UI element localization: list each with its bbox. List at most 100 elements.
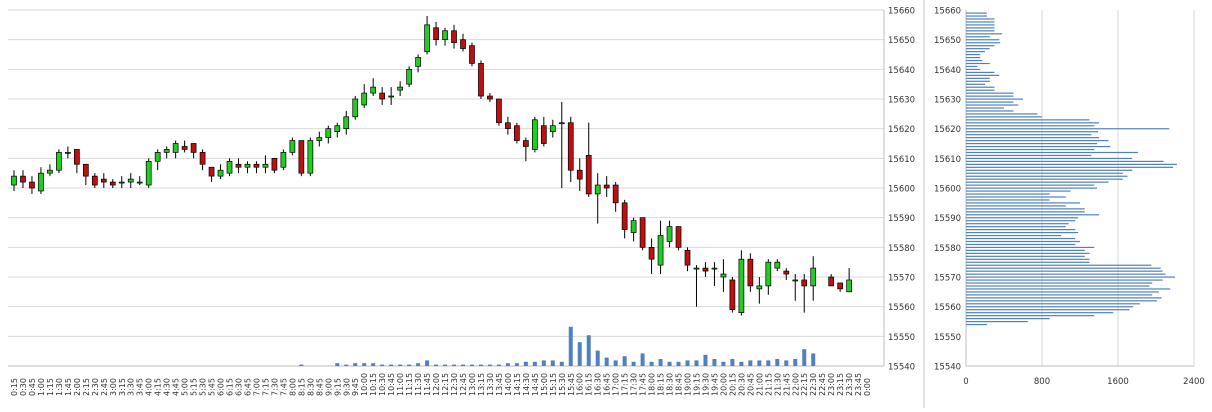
volume-bar: [721, 361, 726, 366]
profile-bar: [966, 77, 990, 79]
time-axis-label: 8:15: [297, 378, 306, 396]
time-axis-label: 16:45: [603, 373, 612, 396]
volume-bar: [811, 353, 816, 366]
candle-up: [262, 163, 269, 168]
candle-up: [226, 160, 233, 174]
volume-bar: [434, 364, 439, 366]
profile-bar: [966, 51, 985, 53]
profile-bar: [966, 288, 1171, 290]
profile-axis-label: 1600: [1107, 377, 1129, 387]
time-axis-label: 8:30: [306, 378, 315, 396]
time-axis-label: 4:15: [154, 378, 163, 396]
volume-bar: [784, 360, 789, 366]
time-axis-label: 20:15: [728, 373, 737, 396]
volume-bar: [371, 363, 376, 366]
profile-bar: [966, 95, 1014, 97]
volume-bar: [568, 326, 573, 366]
volume-bar: [487, 364, 492, 366]
time-axis-label: 23:00: [827, 373, 836, 396]
candle-down: [514, 125, 520, 141]
time-axis-label: 12:15: [441, 373, 450, 396]
time-axis-label: 11:15: [405, 373, 414, 396]
candle-up: [289, 140, 296, 153]
profile-bar: [966, 297, 1162, 299]
time-axis-label: 15:30: [558, 373, 567, 396]
price-axis-label: 15640: [888, 66, 915, 76]
candle-down: [648, 246, 655, 260]
candle-down: [478, 63, 484, 97]
profile-bar: [966, 89, 995, 91]
volume-bar: [595, 350, 600, 366]
time-axis-label: 5:15: [190, 378, 199, 396]
time-axis-label: 3:15: [118, 378, 127, 396]
candle-up: [145, 160, 152, 186]
profile-bar: [966, 184, 1095, 186]
profile-bar: [966, 282, 1153, 284]
profile-bar: [966, 131, 1099, 133]
candle-down: [82, 163, 89, 177]
time-axis-label: 22:45: [818, 373, 827, 396]
price-axis-label: 15540: [888, 363, 915, 373]
candle-down: [460, 39, 466, 49]
candle-up: [118, 181, 125, 184]
candle-up: [756, 285, 763, 290]
time-axis-label: 4:30: [163, 378, 172, 396]
profile-bar: [966, 33, 1003, 35]
time-axis-label: 8:00: [288, 378, 297, 396]
time-axis-label: 11:00: [396, 373, 405, 396]
candle-up: [47, 169, 53, 174]
time-axis-label: 16:00: [576, 373, 585, 396]
profile-bar: [966, 12, 987, 14]
price-axis-label: 15590: [888, 214, 915, 224]
profile-bar: [966, 83, 985, 85]
time-axis-label: 14:00: [504, 373, 513, 396]
time-axis-label: 6:45: [243, 378, 252, 396]
time-axis-label: 21:00: [755, 373, 764, 396]
volume-bar: [398, 364, 403, 366]
time-axis-label: 0:15: [10, 378, 19, 396]
profile-bar: [966, 151, 1138, 154]
time-axis-label: 12:45: [459, 373, 468, 396]
volume-bar: [389, 364, 394, 366]
volume-bar: [514, 363, 519, 366]
candle-up: [531, 119, 538, 150]
profile-bar: [966, 205, 1066, 207]
profile-bar: [966, 101, 1014, 103]
volume-bar: [452, 364, 457, 366]
profile-bar: [966, 285, 1150, 287]
profile-bar: [966, 306, 1134, 308]
time-axis-label: 23:15: [836, 373, 845, 396]
candle-down: [540, 125, 547, 144]
profile-bar: [966, 196, 1066, 198]
candle-down: [190, 143, 197, 153]
price-axis-label: 15610: [888, 155, 915, 165]
profile-bar: [966, 18, 995, 20]
candle-down: [100, 178, 107, 183]
profile-bar: [966, 252, 1090, 254]
profile-bar: [966, 258, 1090, 260]
volume-bar: [739, 361, 744, 366]
candle-down: [675, 226, 682, 248]
candle-up: [846, 279, 852, 293]
profile-bar: [966, 113, 1038, 115]
candle-down: [451, 30, 457, 43]
time-axis-label: 11:30: [414, 373, 423, 396]
profile-bar: [966, 145, 1111, 148]
profile-bar: [966, 36, 990, 38]
profile-bar: [966, 104, 1019, 106]
profile-bar: [966, 107, 1004, 109]
profile-price-label: 15600: [934, 185, 961, 195]
time-axis-label: 2:15: [82, 378, 91, 396]
time-axis-label: 22:30: [809, 373, 818, 396]
volume-bar: [335, 363, 340, 366]
candle-up: [244, 163, 251, 168]
profile-price-label: 15570: [934, 274, 961, 284]
volume-bar: [407, 364, 412, 366]
profile-bar: [966, 270, 1163, 272]
volume-bar: [793, 359, 798, 366]
profile-bar: [966, 148, 1095, 151]
profile-axis-label: 2400: [1183, 377, 1205, 387]
price-axis-label: 15620: [888, 125, 915, 135]
time-axis-label: 6:30: [235, 378, 244, 396]
time-axis-label: 0:00: [863, 378, 872, 396]
